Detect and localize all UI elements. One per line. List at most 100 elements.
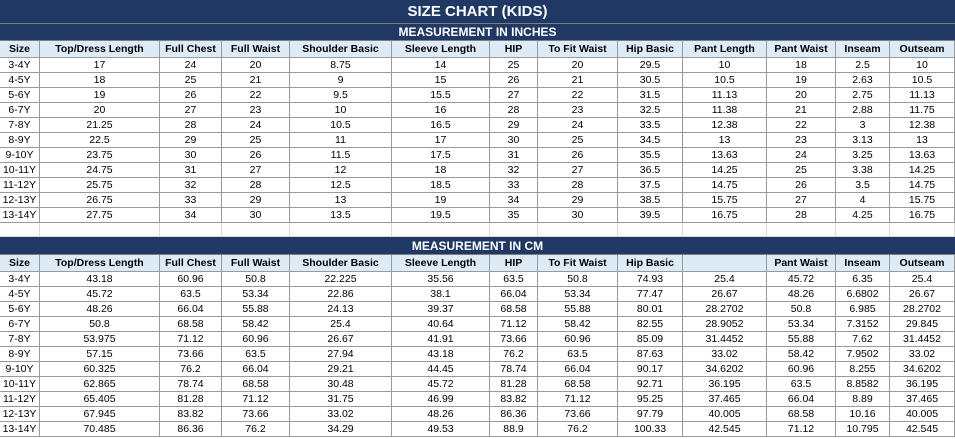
value-cell: 27: [160, 103, 222, 118]
value-cell: 10: [290, 103, 392, 118]
value-cell: 25.4: [683, 272, 767, 287]
size-cell: 3-4Y: [0, 272, 40, 287]
value-cell: 6.35: [836, 272, 890, 287]
value-cell: 11.38: [683, 103, 767, 118]
value-cell: 73.66: [160, 347, 222, 362]
value-cell: 66.04: [538, 362, 618, 377]
value-cell: 21.25: [40, 118, 160, 133]
value-cell: 25: [490, 58, 538, 73]
blank-cell: [538, 223, 618, 237]
value-cell: 40.64: [392, 317, 490, 332]
value-cell: 22: [767, 118, 836, 133]
blank-cell: [767, 223, 836, 237]
value-cell: 4.25: [836, 208, 890, 223]
value-cell: 85.09: [618, 332, 683, 347]
value-cell: 25: [222, 133, 290, 148]
value-cell: 63.5: [490, 272, 538, 287]
column-header: Pant Length: [683, 41, 767, 58]
size-cell: 9-10Y: [0, 148, 40, 163]
value-cell: 29: [222, 193, 290, 208]
value-cell: 15.5: [392, 88, 490, 103]
value-cell: 22.225: [290, 272, 392, 287]
value-cell: 37.465: [890, 392, 955, 407]
section-title: MEASUREMENT IN INCHES: [0, 24, 955, 41]
value-cell: 26.67: [683, 287, 767, 302]
sheet-title: SIZE CHART (KIDS): [0, 0, 955, 24]
value-cell: 23: [538, 103, 618, 118]
value-cell: 48.26: [392, 407, 490, 422]
value-cell: 13.63: [683, 148, 767, 163]
value-cell: 14: [392, 58, 490, 73]
column-header: Inseam: [836, 41, 890, 58]
value-cell: 19: [392, 193, 490, 208]
value-cell: 97.79: [618, 407, 683, 422]
value-cell: 87.63: [618, 347, 683, 362]
value-cell: 20: [222, 58, 290, 73]
value-cell: 95.25: [618, 392, 683, 407]
value-cell: 48.26: [767, 287, 836, 302]
value-cell: 68.58: [490, 302, 538, 317]
value-cell: 15: [392, 73, 490, 88]
column-header: Hip Basic: [618, 41, 683, 58]
blank-cell: [392, 223, 490, 237]
value-cell: 11.75: [890, 103, 955, 118]
value-cell: 13: [290, 193, 392, 208]
value-cell: 66.04: [222, 362, 290, 377]
value-cell: 30: [160, 148, 222, 163]
value-cell: 19.5: [392, 208, 490, 223]
value-cell: 20: [538, 58, 618, 73]
value-cell: 71.12: [538, 392, 618, 407]
blank-cell: [0, 223, 40, 237]
value-cell: 63.5: [538, 347, 618, 362]
value-cell: 32.5: [618, 103, 683, 118]
value-cell: 39.37: [392, 302, 490, 317]
value-cell: 73.66: [538, 407, 618, 422]
value-cell: 76.2: [222, 422, 290, 437]
value-cell: 35: [490, 208, 538, 223]
value-cell: 26.67: [890, 287, 955, 302]
value-cell: 28: [767, 208, 836, 223]
value-cell: 38.5: [618, 193, 683, 208]
size-cell: 7-8Y: [0, 118, 40, 133]
value-cell: 26.67: [290, 332, 392, 347]
value-cell: 14.75: [683, 178, 767, 193]
value-cell: 8.89: [836, 392, 890, 407]
value-cell: 10: [890, 58, 955, 73]
value-cell: 10.16: [836, 407, 890, 422]
value-cell: 74.93: [618, 272, 683, 287]
size-cell: 10-11Y: [0, 163, 40, 178]
value-cell: 11.5: [290, 148, 392, 163]
value-cell: 41.91: [392, 332, 490, 347]
value-cell: 33.5: [618, 118, 683, 133]
value-cell: 17: [40, 58, 160, 73]
value-cell: 13.5: [290, 208, 392, 223]
value-cell: 34.29: [290, 422, 392, 437]
value-cell: 16.75: [683, 208, 767, 223]
value-cell: 31.5: [618, 88, 683, 103]
size-cell: 9-10Y: [0, 362, 40, 377]
value-cell: 30: [222, 208, 290, 223]
value-cell: 55.88: [538, 302, 618, 317]
size-cell: 8-9Y: [0, 347, 40, 362]
value-cell: 36.5: [618, 163, 683, 178]
value-cell: 92.71: [618, 377, 683, 392]
size-cell: 4-5Y: [0, 287, 40, 302]
value-cell: 28.2702: [683, 302, 767, 317]
value-cell: 8.75: [290, 58, 392, 73]
value-cell: 27.94: [290, 347, 392, 362]
value-cell: 28.2702: [890, 302, 955, 317]
value-cell: 28: [222, 178, 290, 193]
column-header: HIP: [490, 255, 538, 272]
value-cell: 25: [160, 73, 222, 88]
value-cell: 17.5: [392, 148, 490, 163]
value-cell: 24: [767, 148, 836, 163]
size-cell: 4-5Y: [0, 73, 40, 88]
value-cell: 3.13: [836, 133, 890, 148]
value-cell: 16.5: [392, 118, 490, 133]
value-cell: 6.6802: [836, 287, 890, 302]
value-cell: 43.18: [392, 347, 490, 362]
column-header: To Fit Waist: [538, 255, 618, 272]
column-header: Full Waist: [222, 255, 290, 272]
value-cell: 9: [290, 73, 392, 88]
